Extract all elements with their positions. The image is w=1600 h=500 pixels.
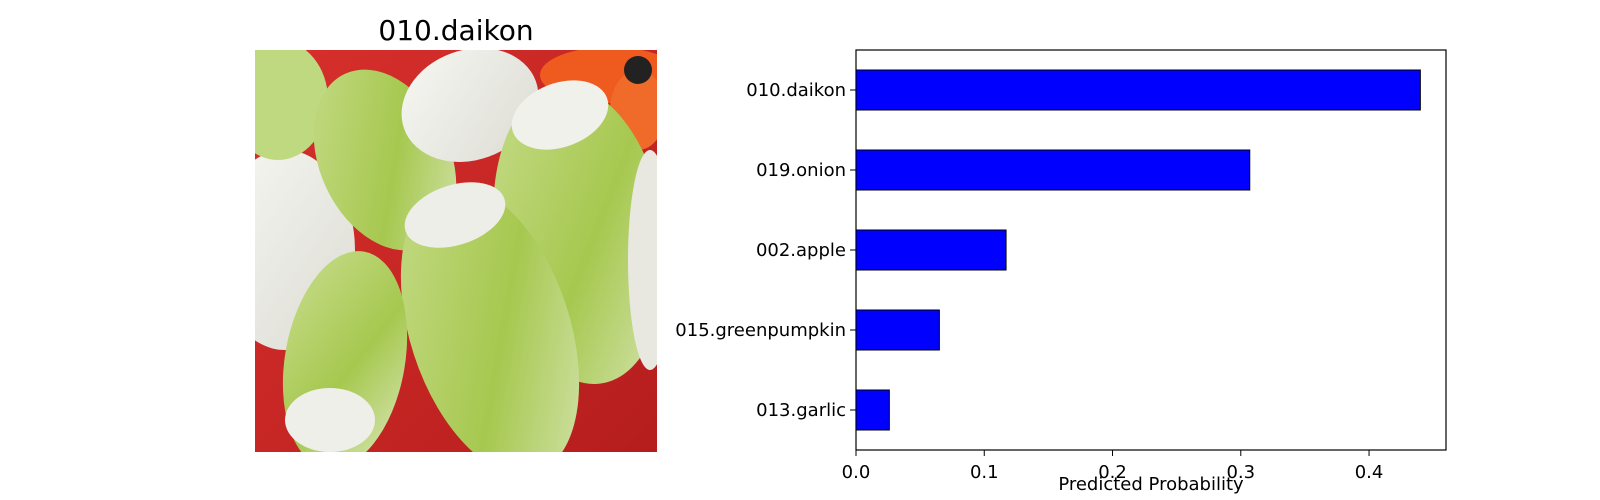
- y-tick-label: 010.daikon: [746, 80, 846, 101]
- bar-group: [855, 69, 1421, 431]
- x-tick-label: 0.4: [1355, 462, 1384, 483]
- y-tick-label: 013.garlic: [756, 400, 846, 421]
- x-axis-label: Predicted Probability: [1058, 474, 1244, 495]
- x-tick-group: 0.0 0.1 0.2 0.3 0.4: [842, 450, 1384, 483]
- bar-013.garlic: [855, 389, 890, 431]
- x-tick-label: 0.1: [970, 462, 999, 483]
- x-tick-label: 0.3: [1226, 462, 1255, 483]
- y-tick-label: 015.greenpumpkin: [675, 320, 846, 341]
- y-tick-label: 019.onion: [756, 160, 846, 181]
- bar-002.apple: [855, 229, 1007, 271]
- y-tick-label: 002.apple: [756, 240, 846, 261]
- x-tick-label: 0.0: [842, 462, 871, 483]
- y-tick-group: 010.daikon 019.onion 002.apple 015.greenpum…: [675, 80, 856, 421]
- bar-015.greenpumpkin: [855, 309, 940, 351]
- bar-010.daikon: [855, 69, 1421, 111]
- daikon-photo: [255, 50, 657, 452]
- bar-019.onion: [855, 149, 1251, 191]
- image-title: 010.daikon: [378, 14, 533, 47]
- x-tick-label: 0.2: [1098, 462, 1127, 483]
